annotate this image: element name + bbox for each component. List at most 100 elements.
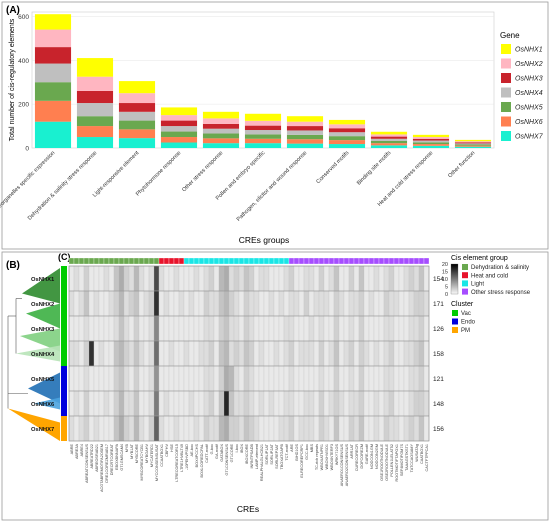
- bar-segment: [202, 143, 240, 148]
- heatmap-cell: [248, 265, 255, 292]
- heatmap-cell: [323, 265, 330, 292]
- column-label: BOXLCOREDCPAL: [200, 444, 204, 477]
- heatmap-cell: [88, 290, 95, 317]
- heatmap-cell: [298, 340, 305, 367]
- x-tick-label: Other stress response: [181, 150, 224, 193]
- bar-segment: [370, 138, 408, 141]
- heatmap-cell: [283, 340, 290, 367]
- heatmap-cell: [363, 315, 370, 342]
- bar-segment: [370, 136, 408, 139]
- heatmap-cell: [373, 390, 380, 417]
- heatmap-cell: [363, 340, 370, 367]
- group-cell: [283, 257, 290, 265]
- heatmap-cell: [173, 265, 180, 292]
- heatmap-cell: [138, 340, 145, 367]
- heatmap-cell: [123, 390, 130, 417]
- legend-label: OsNHX5: [515, 105, 543, 112]
- column-label: MYCCONSENSUSAT: [155, 443, 159, 481]
- heatmap-cell: [118, 415, 125, 442]
- heatmap-cell: [393, 290, 400, 317]
- heatmap-cell: [268, 415, 275, 442]
- group-cell: [168, 257, 175, 265]
- heatmap-cell: [163, 265, 170, 292]
- heatmap-cell: [88, 365, 95, 392]
- heatmap-cell: [293, 390, 300, 417]
- colorbar-step: [451, 271, 458, 273]
- heatmap-cell: [113, 390, 120, 417]
- heatmap-cell: [273, 265, 280, 292]
- heatmap-cell: [158, 390, 165, 417]
- heatmap-cell: [233, 340, 240, 367]
- column-label: HSE: [170, 444, 174, 452]
- heatmap-cell: [403, 390, 410, 417]
- heatmap-cell: [368, 290, 375, 317]
- legend-swatch: [501, 44, 511, 54]
- cluster-cell: [61, 266, 67, 291]
- column-label: WBOXNTERF3: [330, 444, 334, 470]
- heatmap-cell: [423, 390, 430, 417]
- group-cell: [368, 257, 375, 265]
- heatmap-cell: [383, 315, 390, 342]
- column-label: BOXIIPCCHS: [195, 444, 199, 468]
- group-cell: [358, 257, 365, 265]
- heatmap-cell: [178, 315, 185, 342]
- heatmap-cell: [138, 415, 145, 442]
- heatmap-cell: [268, 290, 275, 317]
- heatmap-cell: [143, 390, 150, 417]
- bar-segment: [202, 133, 240, 139]
- heatmap-cell: [78, 265, 85, 292]
- group-cell: [203, 257, 210, 265]
- heatmap-cell: [318, 365, 325, 392]
- heatmap-cell: [163, 315, 170, 342]
- x-axis-label: CREs groups: [239, 235, 290, 245]
- column-label: ANAERO2CONSENSUS: [345, 444, 349, 487]
- gene-legend-title: Gene: [500, 31, 520, 40]
- heatmap-cell: [143, 415, 150, 442]
- heatmap-cell: [73, 415, 80, 442]
- column-label: AE-box: [190, 444, 194, 457]
- heatmap-cell: [148, 315, 155, 342]
- heatmap-cell: [413, 415, 420, 442]
- heatmap-cell: [353, 340, 360, 367]
- heatmap-cell: [318, 340, 325, 367]
- heatmap-cell: [128, 265, 135, 292]
- heatmap-cell: [348, 365, 355, 392]
- heatmap-cell: [173, 290, 180, 317]
- bar-segment: [34, 14, 72, 30]
- heatmap-cell: [273, 340, 280, 367]
- heatmap-cell: [353, 390, 360, 417]
- heatmap-cell: [113, 315, 120, 342]
- heatmap-cell: [288, 290, 295, 317]
- heatmap-cell: [208, 290, 215, 317]
- bar-segment: [34, 100, 72, 122]
- heatmap-cell: [358, 365, 365, 392]
- heatmap-cell: [338, 340, 345, 367]
- heatmap-cell: [393, 265, 400, 292]
- group-cell: [228, 257, 235, 265]
- group-legend-label: Dehydration & salinity: [471, 265, 529, 271]
- bar-segment: [76, 103, 114, 117]
- heatmap-cell: [73, 290, 80, 317]
- heatmap-cell: [223, 415, 230, 442]
- cluster-cell: [61, 291, 67, 316]
- heatmap-cell: [198, 415, 205, 442]
- colorbar-step: [451, 270, 458, 272]
- group-cell: [238, 257, 245, 265]
- heatmap-cell: [308, 390, 315, 417]
- heatmap-cell: [153, 290, 160, 317]
- heatmap-cell: [233, 365, 240, 392]
- heatmap-cell: [353, 265, 360, 292]
- group-cell: [103, 257, 110, 265]
- heatmap-cell: [408, 415, 415, 442]
- group-cell: [73, 257, 80, 265]
- dendrogram-tree: [7, 268, 60, 441]
- heatmap-cell: [208, 390, 215, 417]
- heatmap-cell: [213, 315, 220, 342]
- heatmap-cell: [103, 265, 110, 292]
- bar-segment: [202, 128, 240, 134]
- colorbar-step: [451, 289, 458, 291]
- heatmap-cell: [158, 265, 165, 292]
- heatmap-cell: [368, 340, 375, 367]
- heatmap-cell: [303, 340, 310, 367]
- heatmap-cell: [278, 390, 285, 417]
